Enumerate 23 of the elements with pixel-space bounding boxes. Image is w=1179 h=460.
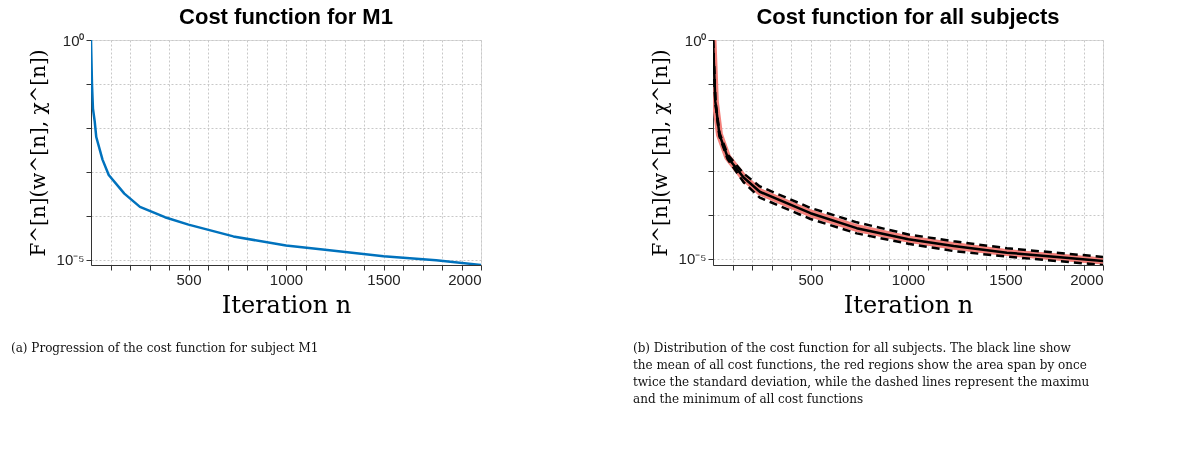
x-tick-label: 2000 (448, 270, 482, 288)
y-tick-label: 10⁻⁵ (56, 251, 85, 269)
x-axis-title: Iteration n (221, 290, 352, 319)
chart-title: Cost function for M1 (179, 4, 393, 29)
y-tick-label: 10⁰ (684, 31, 707, 49)
text: (a) Progression of the cost function for subject M1 (11, 341, 319, 355)
x-tick-label: 500 (176, 270, 202, 288)
text: the mean of all cost functions, the red regions show the area span by once (633, 358, 1087, 372)
x-tick-label: 500 (798, 270, 824, 288)
text: (b) Distribution of the cost function for all subjects. The black line show (633, 341, 1072, 355)
y-tick-label: 10⁻⁵ (678, 250, 707, 268)
x-axis-title: Iteration n (843, 290, 974, 319)
y-axis-title: F^[n](w^[n], χ^[n]) (25, 49, 50, 257)
y-tick-label: 10⁰ (62, 31, 85, 49)
text: and the minimum of all cost functions (633, 392, 864, 406)
x-tick-label: 1000 (269, 270, 304, 288)
text: twice the standard deviation, while the dashed lines represent the maximu (633, 375, 1090, 389)
x-tick-label: 2000 (1070, 270, 1104, 288)
chart-title: Cost function for all subjects (756, 4, 1060, 29)
x-tick-label: 1000 (891, 270, 926, 288)
x-tick-label: 1500 (367, 270, 401, 288)
x-tick-label: 1500 (989, 270, 1023, 288)
y-axis-title: F^[n](w^[n], χ^[n]) (647, 49, 672, 257)
